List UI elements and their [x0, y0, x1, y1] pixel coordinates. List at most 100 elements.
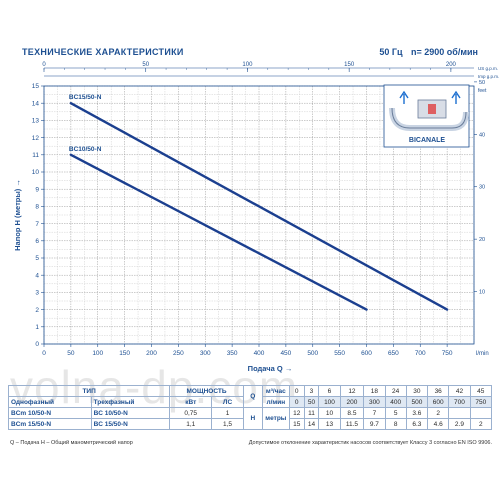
table-row: BCm 15/50-N BC 15/50-N 1,1 1,5 15 14 13 …	[8, 418, 493, 430]
head-cell	[469, 407, 493, 419]
x-tick-label: 250	[173, 350, 184, 357]
q-m3h-cell: 3	[303, 385, 320, 397]
x-axis-unit: l/min	[476, 351, 489, 357]
top-axis-unit: US g.p.m.	[478, 66, 498, 71]
head-cell: 14	[303, 418, 320, 430]
series-line-1	[69, 101, 449, 311]
right-tick-label: 20	[479, 237, 485, 243]
y-tick-label: 11	[32, 152, 39, 159]
frequency-label: 50 Гц	[379, 47, 403, 57]
y-tick-label: 13	[32, 118, 40, 125]
head-cell: 8	[384, 418, 407, 430]
col-type: ТИП	[7, 385, 171, 397]
y-tick-label: 3	[35, 290, 39, 297]
head-cell: 8.5	[339, 407, 365, 419]
x-tick-label: 200	[146, 350, 157, 357]
y-tick-label: 15	[32, 83, 40, 90]
q-lmin-cell: 600	[427, 396, 450, 408]
spec-table: ТИП МОЩНОСТЬ Q м³/час 0 3 6 12 18 24 30 …	[7, 385, 493, 430]
footer-legend: Q – Подача H – Общий манометрический нап…	[10, 440, 133, 446]
q-m3h-cell: 36	[427, 385, 450, 397]
head-cell: 2	[427, 407, 450, 419]
top-tick-label: 0	[42, 62, 46, 68]
row-h: H	[242, 407, 263, 430]
q-lmin-cell: 700	[448, 396, 471, 408]
col-hp: ЛС	[211, 396, 244, 408]
y-tick-label: 2	[35, 307, 39, 314]
x-tick-label: 500	[307, 350, 318, 357]
x-tick-label: 50	[67, 350, 75, 357]
series-label-2: BC10/50-N	[69, 146, 102, 153]
head-cell: 4.6	[427, 418, 450, 430]
head-cell: 12	[288, 407, 305, 419]
right-tick-label: 50	[479, 80, 485, 86]
chart-series	[69, 101, 449, 311]
col-q-m3h: м³/час	[261, 385, 290, 397]
q-m3h-cell: 30	[405, 385, 429, 397]
series-line-2	[69, 153, 368, 311]
x-axis-title: Подача Q →	[248, 364, 293, 373]
impeller-outline	[391, 107, 467, 129]
y-tick-label: 7	[35, 221, 39, 228]
power-kw: 1,1	[169, 418, 213, 430]
col-kw: кВт	[169, 396, 213, 408]
model-single: BCm 10/50-N	[8, 407, 92, 419]
model-three: BC 15/50-N	[90, 418, 171, 430]
q-m3h-cell: 0	[288, 385, 305, 397]
right-axis-unit: feet	[478, 88, 487, 94]
q-m3h-cell: 24	[384, 385, 407, 397]
y-tick-label: 0	[35, 341, 39, 348]
inset-label: BICANALE	[409, 137, 445, 144]
x-tick-label: 100	[92, 350, 103, 357]
head-cell: 3.6	[405, 407, 429, 419]
col-single-phase: Однофазный	[8, 396, 92, 408]
q-lmin-cell: 0	[288, 396, 305, 408]
x-tick-label: 600	[361, 350, 372, 357]
head-cell: 11	[303, 407, 320, 419]
footer-tolerance: Допустимое отклонение характеристик насо…	[248, 440, 492, 446]
head-cell: 15	[288, 418, 305, 430]
flow-arrow-icon	[399, 90, 409, 104]
y-tick-label: 9	[35, 186, 39, 193]
q-m3h-cell: 12	[339, 385, 365, 397]
y-tick-label: 8	[35, 204, 39, 211]
q-lmin-cell: 300	[363, 396, 386, 408]
q-m3h-cell: 6	[318, 385, 341, 397]
head-cell	[448, 407, 471, 419]
x-tick-label: 350	[227, 350, 238, 357]
x-tick-label: 650	[388, 350, 399, 357]
x-tick-label: 750	[442, 350, 453, 357]
q-lmin-cell: 50	[303, 396, 320, 408]
series-label-1: BC15/50-N	[69, 94, 102, 101]
x-tick-label: 400	[254, 350, 265, 357]
flow-arrow-icon	[451, 90, 461, 104]
head-cell: 2	[469, 418, 493, 430]
x-tick-label: 450	[280, 350, 291, 357]
head-cell: 9.7	[363, 418, 386, 430]
head-cell: 6.3	[405, 418, 429, 430]
rpm-label: n= 2900 об/мин	[411, 47, 478, 57]
right-tick-label: 40	[479, 132, 485, 138]
power-kw: 0,75	[169, 407, 213, 419]
top-axis-unit-2: Imp g.p.m.	[478, 74, 499, 79]
q-m3h-cell: 42	[448, 385, 471, 397]
q-lmin-cell: 750	[469, 396, 493, 408]
speed-spec: 50 Гц n= 2900 об/мин	[373, 47, 478, 57]
model-three: BC 10/50-N	[90, 407, 171, 419]
y-tick-label: 5	[35, 255, 39, 262]
power-hp: 1,5	[211, 418, 244, 430]
model-single: BCm 15/50-N	[8, 418, 92, 430]
x-tick-label: 300	[200, 350, 211, 357]
flow-marker	[428, 104, 436, 114]
power-hp: 1	[211, 407, 244, 419]
col-power: МОЩНОСТЬ	[169, 385, 244, 397]
table-row: BCm 10/50-N BC 10/50-N 0,75 1 H метры 12…	[8, 407, 493, 430]
chart-labels: US g.p.m. Imp g.p.m. feet l/min Подача Q → На…	[13, 66, 499, 373]
head-cell: 5	[384, 407, 407, 419]
y-tick-label: 14	[32, 100, 40, 107]
y-tick-label: 4	[35, 272, 39, 279]
head-cell: 7	[363, 407, 386, 419]
y-tick-label: 10	[32, 169, 40, 176]
q-lmin-cell: 100	[318, 396, 341, 408]
